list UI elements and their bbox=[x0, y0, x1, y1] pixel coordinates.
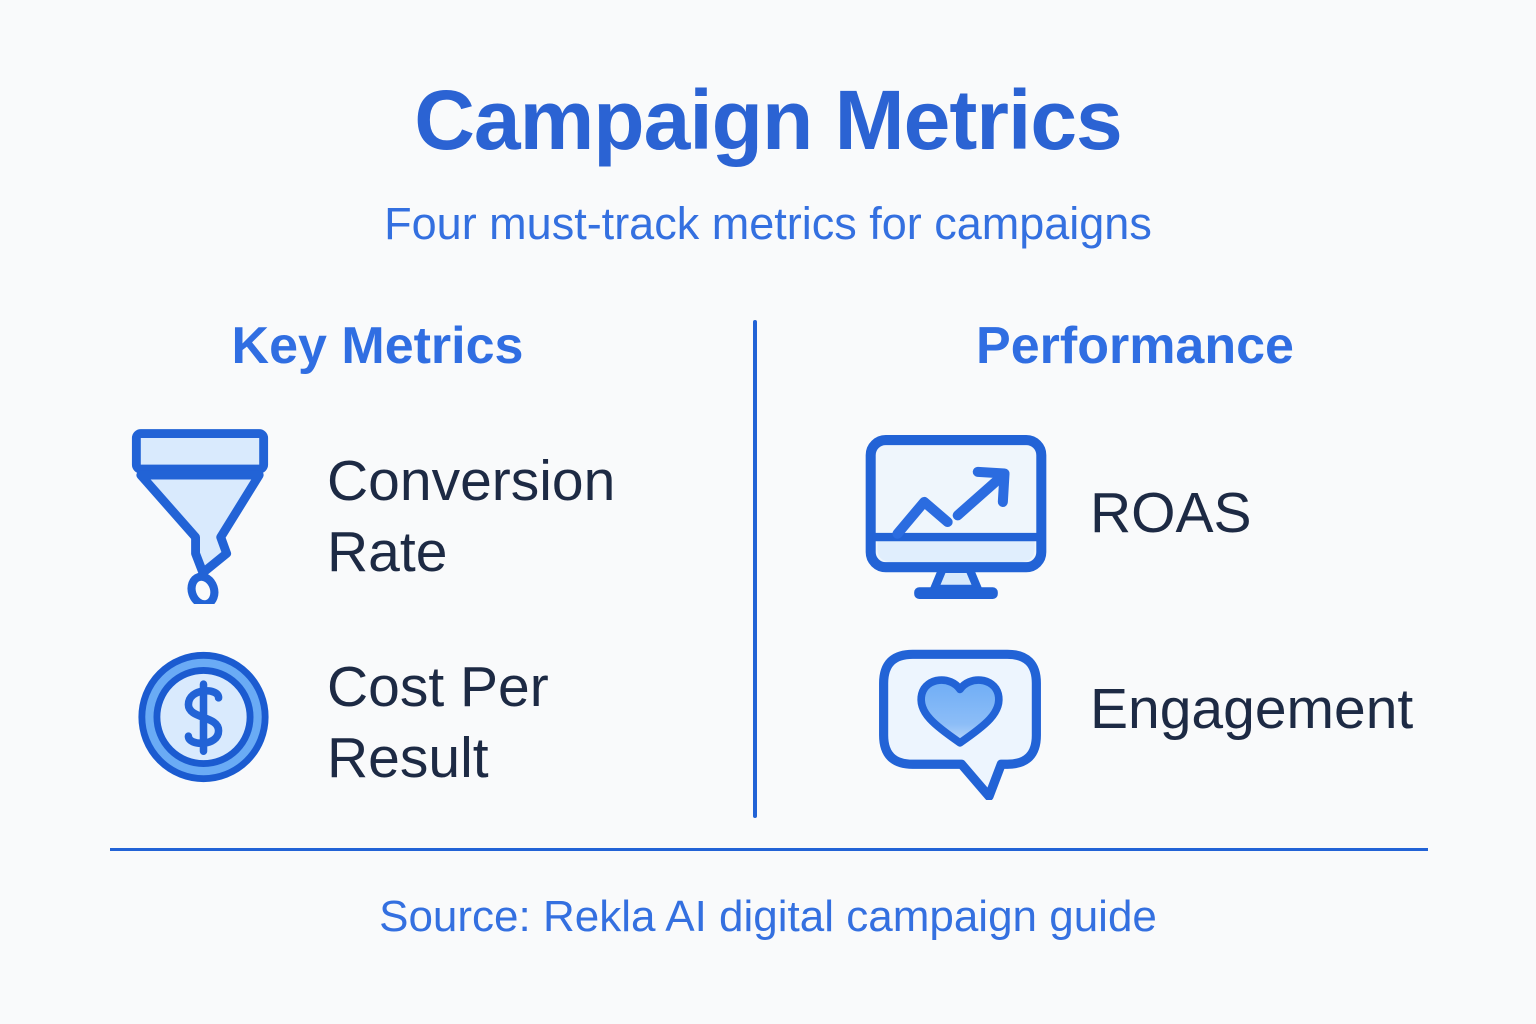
vertical-divider bbox=[753, 320, 757, 818]
monitor-chart-icon bbox=[864, 432, 1048, 602]
page-subtitle: Four must-track metrics for campaigns bbox=[384, 198, 1152, 249]
dollar-coin-icon bbox=[135, 642, 272, 792]
source-attribution: Source: Rekla AI digital campaign guide bbox=[379, 892, 1157, 941]
metric-label-conversion-rate: Conversion Rate bbox=[327, 449, 616, 584]
page-title: Campaign Metrics bbox=[414, 73, 1123, 167]
metric-label-engagement: Engagement bbox=[1090, 677, 1414, 741]
funnel-icon bbox=[126, 426, 274, 604]
metric-label-roas: ROAS bbox=[1090, 481, 1252, 545]
horizontal-divider bbox=[110, 848, 1428, 851]
metric-label-cost-per-result: Cost Per Result bbox=[327, 655, 549, 790]
chat-heart-icon bbox=[876, 646, 1044, 800]
column-heading-performance: Performance bbox=[976, 317, 1294, 375]
column-heading-key-metrics: Key Metrics bbox=[231, 317, 524, 375]
